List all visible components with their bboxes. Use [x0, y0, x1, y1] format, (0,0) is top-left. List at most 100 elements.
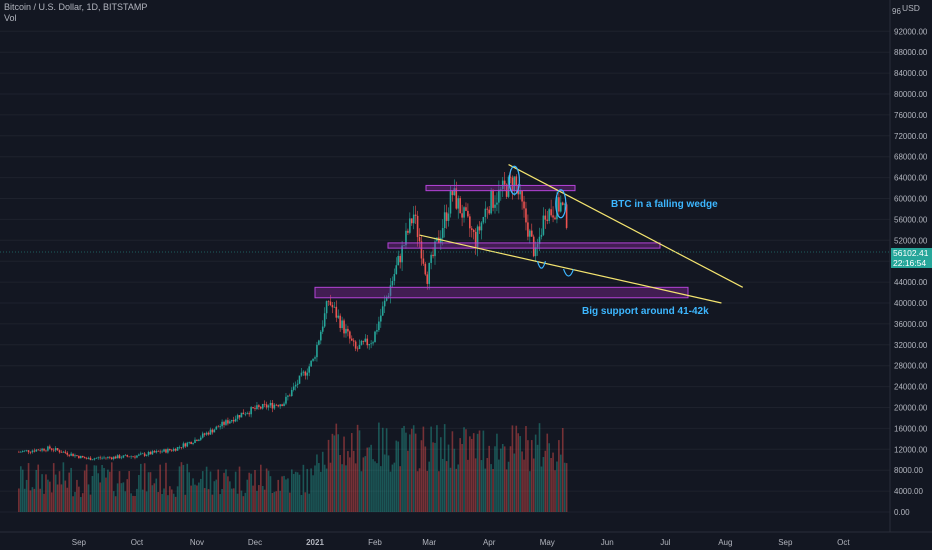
candle-body [225, 420, 227, 425]
volume-bar [198, 482, 200, 512]
volume-bar [260, 464, 262, 512]
volume-bar [78, 486, 80, 512]
candle-body [443, 212, 446, 229]
volume-bar [519, 436, 521, 512]
volume-bar [188, 472, 190, 512]
symbol-title[interactable]: Bitcoin / U.S. Dollar, 1D, BITSTAMP [4, 2, 148, 12]
candle-body [463, 207, 465, 218]
volume-bar [393, 462, 396, 512]
candle-body [23, 450, 26, 452]
candle-body [20, 451, 22, 453]
support-resistance-zones[interactable] [314, 184, 689, 299]
candle-body [85, 458, 88, 459]
candle-body [544, 215, 547, 220]
volume-bar [41, 474, 43, 512]
candle-body [395, 265, 398, 275]
candle-body [323, 313, 326, 327]
price-tick-label: 44000.00 [894, 278, 928, 287]
candle-body [172, 448, 175, 451]
candle-body [289, 395, 291, 397]
volume-bar [467, 459, 469, 512]
candle-body [221, 421, 223, 427]
candle-body [101, 457, 103, 459]
volume-bar [329, 462, 332, 512]
price-tick-label: 60000.00 [894, 195, 928, 204]
volume-bar [399, 466, 401, 512]
volume-bar [169, 486, 171, 512]
candle-body [110, 457, 113, 460]
volume-bar [176, 486, 179, 512]
volume-bar [397, 441, 400, 512]
volume-bar [180, 462, 183, 512]
candle-body [227, 420, 229, 424]
candle-body [258, 405, 260, 407]
candle-body [292, 386, 295, 390]
volume-bar [304, 492, 307, 512]
price-tick-label: 92000.00 [894, 27, 928, 36]
currency-label[interactable]: USD [902, 3, 920, 13]
volume-bar [70, 467, 72, 512]
candle-body [343, 320, 345, 334]
volume-bar [277, 479, 280, 512]
candle-body [211, 429, 214, 433]
volume-bar [252, 485, 254, 512]
volume-bar [345, 465, 347, 512]
volume-bar [292, 473, 295, 512]
candle-body [163, 449, 165, 452]
candle-body [157, 450, 160, 452]
candle-body [273, 404, 276, 409]
volume-bar [229, 481, 231, 512]
candle-body [469, 216, 471, 229]
candle-body [507, 176, 510, 197]
volume-bar [461, 443, 463, 512]
pivot-ellipses[interactable] [508, 165, 575, 277]
candle-body [521, 190, 523, 202]
support-annotation[interactable]: Big support around 41-42k [582, 306, 709, 317]
candle-body [352, 340, 355, 342]
candle-body [472, 229, 475, 232]
candle-body [192, 442, 194, 445]
candle-body [169, 448, 171, 451]
candle-body [87, 457, 90, 459]
candle-body [54, 448, 57, 451]
falling-wedge-lines[interactable] [419, 164, 744, 304]
volume-bar [136, 488, 138, 512]
time-axis[interactable]: Sep Oct Nov Dec 2021 Feb Mar Apr May Jun Jul Aug Sep… [0, 531, 932, 547]
volume-bar [271, 492, 274, 512]
candle-body [345, 328, 347, 334]
candle-body [140, 453, 142, 455]
time-tick-label: Mar [422, 538, 436, 547]
price-axis[interactable]: 92000.00 88000.00 84000.00 80000.00 76000.00… [889, 0, 928, 532]
candle-body [362, 340, 365, 342]
candle-body [532, 236, 535, 257]
volume-bar [325, 468, 328, 512]
price-zone [387, 242, 661, 249]
candle-body [490, 190, 492, 214]
candle-body [109, 456, 111, 458]
volume-bar [451, 431, 454, 512]
volume-bar [418, 468, 421, 512]
candle-body [277, 405, 280, 407]
volume-bar [250, 473, 252, 512]
volume-bar [151, 485, 154, 512]
candle-body [565, 204, 568, 228]
candle-body [335, 306, 338, 318]
candle-body [232, 420, 235, 422]
candle-body [91, 459, 94, 461]
candle-body [145, 454, 148, 456]
candle-body [66, 452, 69, 455]
candle-body [130, 456, 132, 458]
candle-body [515, 176, 518, 186]
volume-bar [380, 466, 382, 512]
volume-bar [364, 456, 367, 512]
volume-bar [331, 433, 334, 512]
volume-indicator-label[interactable]: Vol [4, 13, 17, 23]
volume-bar [285, 479, 287, 512]
candle-body [122, 455, 125, 458]
wedge-annotation[interactable]: BTC in a falling wedge [611, 199, 718, 210]
volume-bar [56, 484, 59, 512]
volume-bar [110, 462, 113, 512]
volume-bar [470, 438, 473, 512]
candle-body [482, 216, 485, 223]
